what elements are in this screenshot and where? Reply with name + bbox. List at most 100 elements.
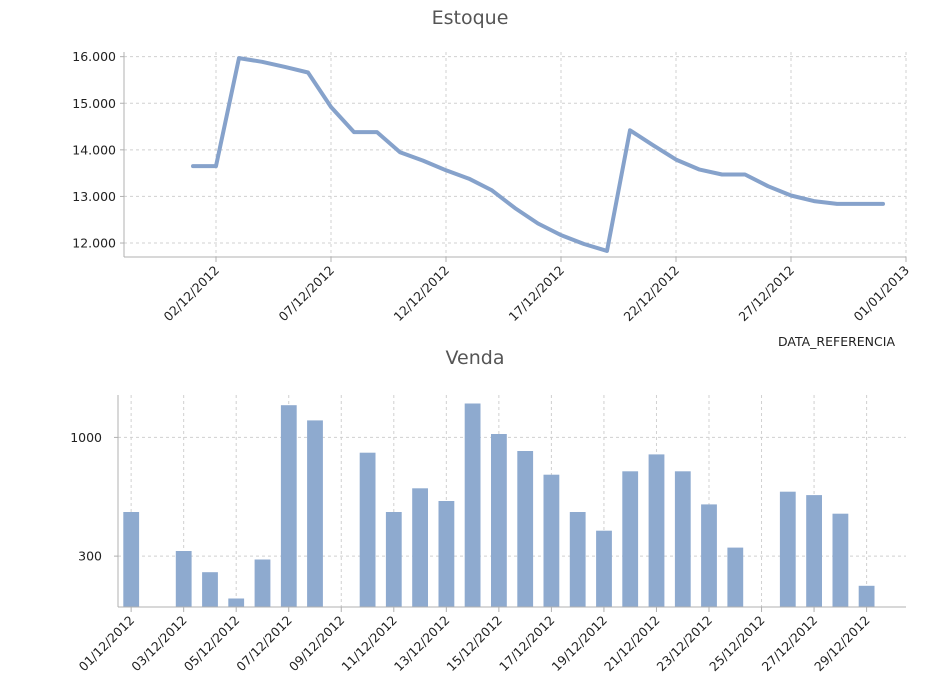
venda-bar (123, 512, 140, 607)
venda-bar (648, 454, 665, 607)
venda-bar (779, 491, 796, 607)
venda-bar (307, 420, 323, 607)
estoque-data-point (789, 194, 793, 197)
estoque-y-tick-label: 12.000 (72, 236, 116, 251)
venda-bars (123, 403, 875, 607)
estoque-series-line (191, 56, 885, 253)
estoque-y-tick-label: 13.000 (72, 189, 116, 204)
estoque-data-point (214, 164, 218, 168)
venda-x-tick-label: 23/12/2012 (654, 613, 716, 675)
estoque-x-tick-label: 27/12/2012 (736, 263, 798, 325)
estoque-y-tick-label: 16.000 (72, 49, 116, 64)
estoque-line-chart: Estoque 12.000 13.000 14.000 15.000 16.000 0… (72, 7, 912, 349)
venda-bar (175, 551, 192, 607)
venda-bar (596, 530, 612, 607)
venda-x-tick-label: 15/12/2012 (443, 613, 505, 675)
venda-bar (517, 451, 534, 607)
venda-bar (202, 572, 218, 607)
venda-bar (438, 501, 455, 607)
estoque-data-point (490, 188, 494, 192)
estoque-data-point (743, 173, 747, 176)
estoque-data-point (306, 71, 310, 74)
estoque-data-point (398, 150, 402, 154)
venda-x-tick-label: 05/12/2012 (181, 613, 243, 675)
venda-bar (674, 471, 691, 607)
estoque-data-point (559, 233, 563, 237)
venda-bar (412, 488, 428, 607)
venda-bar (832, 513, 849, 607)
estoque-data-point (651, 143, 655, 147)
venda-x-tick-label: 21/12/2012 (601, 613, 663, 675)
venda-x-tick-label: 09/12/2012 (286, 613, 348, 675)
estoque-data-point (513, 206, 517, 210)
venda-bar (464, 403, 481, 607)
estoque-y-tick-labels: 12.000 13.000 14.000 15.000 16.000 (72, 49, 116, 250)
venda-bar (491, 434, 507, 607)
estoque-x-tick-label: 02/12/2012 (161, 263, 223, 325)
estoque-y-tick-label: 14.000 (72, 142, 116, 157)
venda-y-tick-label: 300 (78, 549, 102, 564)
estoque-data-point (582, 242, 586, 246)
venda-bar (254, 559, 271, 607)
venda-axes (114, 395, 906, 612)
estoque-x-tick-label: 01/01/2013 (851, 263, 913, 325)
estoque-x-tick-label: 07/12/2012 (276, 263, 338, 325)
venda-x-tick-label: 11/12/2012 (338, 613, 400, 675)
venda-bar (701, 504, 717, 607)
venda-x-tick-label: 17/12/2012 (496, 613, 558, 675)
estoque-data-point (329, 105, 333, 109)
estoque-data-point (628, 128, 632, 132)
venda-x-tick-label: 19/12/2012 (549, 613, 611, 675)
estoque-data-point (237, 56, 241, 60)
venda-bar (569, 512, 586, 607)
estoque-data-point (283, 65, 287, 69)
estoque-data-point (375, 130, 379, 134)
estoque-data-point (766, 184, 770, 188)
venda-x-tick-label: 03/12/2012 (128, 613, 190, 675)
venda-x-tick-label: 07/12/2012 (233, 613, 295, 675)
estoque-x-tick-label: 17/12/2012 (506, 263, 568, 325)
estoque-data-point (881, 202, 885, 206)
venda-x-tick-label: 13/12/2012 (391, 613, 453, 675)
venda-bar (806, 495, 822, 607)
venda-bar (385, 512, 402, 607)
estoque-data-point (674, 158, 678, 162)
venda-y-tick-labels: 300 1000 (70, 430, 102, 564)
estoque-data-point (858, 202, 862, 206)
estoque-axes (120, 52, 907, 262)
venda-x-tick-label: 01/12/2012 (76, 613, 138, 675)
venda-y-tick-label: 1000 (70, 430, 102, 445)
venda-x-tick-labels: 01/12/201203/12/201205/12/201207/12/2012… (76, 613, 873, 675)
estoque-data-point (260, 60, 264, 64)
estoque-x-tick-label: 22/12/2012 (621, 263, 683, 325)
estoque-data-point (421, 159, 425, 163)
estoque-x-tick-labels: 02/12/2012 07/12/2012 12/12/2012 17/12/2012… (161, 263, 913, 325)
estoque-data-point (352, 130, 356, 134)
venda-bar (543, 474, 560, 607)
venda-x-tick-label: 29/12/2012 (811, 613, 873, 675)
venda-bar (280, 405, 297, 607)
venda-x-tick-label: 25/12/2012 (706, 613, 768, 675)
estoque-y-tick-label: 15.000 (72, 96, 116, 111)
estoque-data-point (835, 202, 839, 206)
venda-bar (228, 598, 245, 607)
venda-x-tick-label: 27/12/2012 (759, 613, 821, 675)
venda-bar (622, 471, 639, 607)
x-axis-label-estoque: DATA_REFERENCIA (778, 334, 895, 349)
venda-bar-chart: Venda 300 1000 01/12/201203/12/201205/12/… (70, 347, 906, 674)
venda-bar (727, 547, 744, 607)
estoque-data-point (536, 222, 540, 225)
estoque-data-point (605, 249, 609, 253)
estoque-gridlines (124, 52, 907, 257)
estoque-data-point (812, 199, 816, 203)
estoque-data-point (697, 167, 701, 171)
estoque-data-point (444, 168, 448, 172)
chart-title-venda: Venda (446, 347, 505, 369)
estoque-data-point (191, 164, 195, 168)
estoque-series (191, 56, 885, 253)
chart-title-estoque: Estoque (432, 7, 509, 29)
estoque-x-tick-label: 12/12/2012 (391, 263, 453, 325)
estoque-data-point (720, 173, 724, 176)
venda-bar (858, 585, 875, 607)
